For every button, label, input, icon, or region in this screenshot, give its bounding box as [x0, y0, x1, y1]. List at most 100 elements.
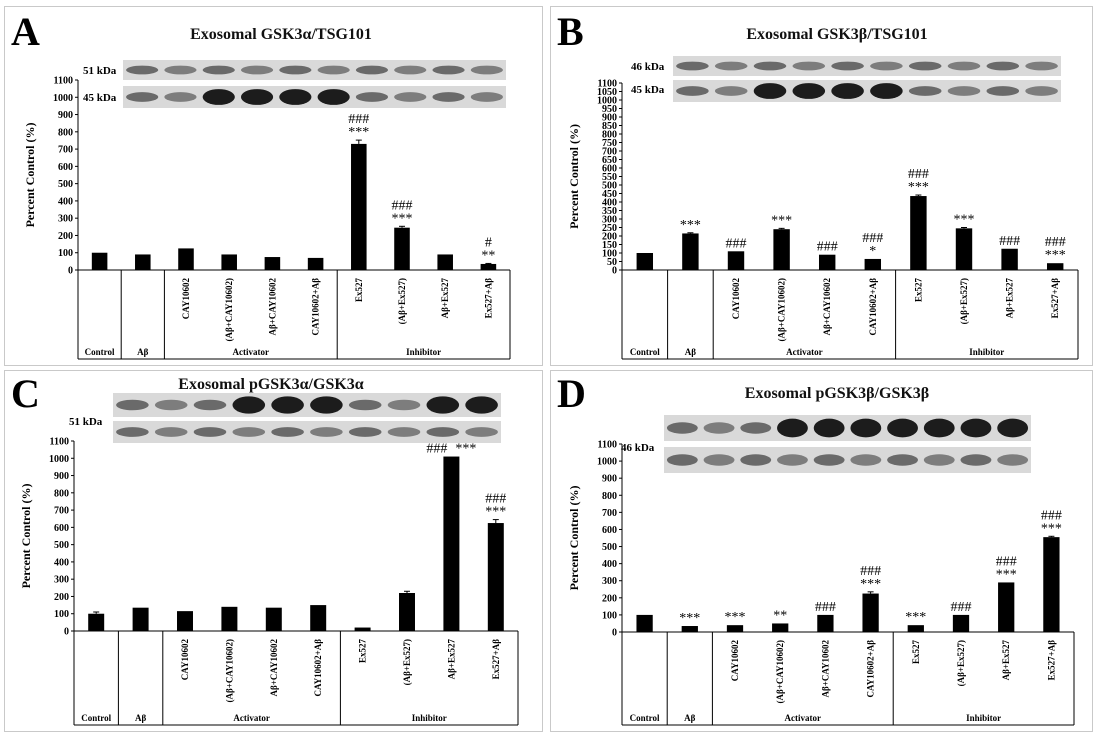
blot-band — [908, 86, 942, 96]
blot-band — [164, 65, 197, 75]
western-blot-strip — [113, 393, 501, 417]
bar — [907, 625, 924, 632]
significance-label: *** — [725, 610, 746, 625]
blot-band — [202, 65, 235, 75]
blot-band — [997, 418, 1029, 438]
chart-svg: C Exosomal pGSK3α/GSK3α 51 kDa 0 100 200 300 40… — [11, 371, 519, 726]
significance-label: ### — [862, 231, 883, 246]
significance-label: # — [485, 235, 492, 250]
category-label: Control — [85, 347, 115, 357]
y-tick-label: 500 — [54, 540, 69, 551]
bar — [480, 263, 497, 270]
chart-title: Exosomal GSK3α/TSG101 — [190, 26, 372, 43]
y-tick-label: 900 — [602, 474, 617, 485]
blot-band — [850, 454, 882, 466]
blot-band — [126, 65, 159, 75]
y-tick-label: 100 — [58, 248, 73, 259]
category-label: CAY10602 — [730, 640, 740, 682]
blot-band — [470, 92, 503, 102]
significance-label: ### — [726, 236, 747, 251]
blot-band — [947, 86, 981, 96]
blot-band — [666, 422, 698, 434]
category-label: Aβ+CAY10602 — [269, 639, 279, 697]
blot-band — [310, 427, 343, 437]
panel-b: B Exosomal GSK3β/TSG101 46 kDa 45 kDa 0 50 100… — [550, 6, 1093, 366]
y-tick-label: 1000 — [49, 454, 69, 465]
y-tick-label: 600 — [54, 523, 69, 534]
blot-band — [792, 61, 826, 71]
blot-background — [113, 421, 501, 443]
blot-band — [240, 89, 274, 105]
blot-band — [908, 61, 942, 71]
blot-band — [432, 65, 465, 75]
significance-label: ### — [951, 600, 972, 615]
blot-band — [703, 422, 735, 434]
category-label: (Aβ+CAY10602) — [224, 278, 234, 342]
significance-label: *** — [680, 218, 701, 233]
blot-band — [986, 86, 1020, 96]
y-tick-label: 200 — [602, 232, 617, 243]
bar — [817, 614, 834, 632]
category-label: CAY10602+Aβ — [313, 639, 323, 697]
y-tick-label: 100 — [602, 610, 617, 621]
category-label: (Aβ+CAY10602) — [775, 640, 785, 704]
significance-label: ### — [485, 492, 506, 507]
significance-label: *** — [996, 567, 1017, 582]
y-tick-label: 100 — [602, 249, 617, 260]
panel-d: D Exosomal pGSK3β/GSK3β 46 kDa 0 100 200 300 40… — [550, 370, 1093, 732]
bar — [727, 251, 745, 270]
blot-band — [164, 92, 197, 102]
blot-band — [997, 454, 1029, 466]
blot-band — [387, 399, 421, 411]
blot-band — [202, 89, 235, 105]
bar — [910, 196, 927, 270]
blot-band — [279, 65, 312, 75]
significance-label: ### — [815, 600, 836, 615]
y-tick-label: 0 — [68, 266, 73, 277]
blot-band — [317, 89, 350, 105]
bar — [265, 607, 282, 631]
significance-label: ### — [426, 442, 447, 457]
bar — [394, 227, 410, 270]
blot-band — [960, 454, 992, 466]
significance-label: ### — [860, 564, 881, 579]
blot-band — [470, 65, 503, 75]
blot-band — [676, 61, 709, 71]
y-tick-label: 0 — [64, 627, 69, 638]
category-label: Aβ+CAY10602 — [820, 640, 830, 698]
significance-label: *** — [348, 125, 369, 140]
y-tick-label: 500 — [602, 542, 617, 553]
blot-band — [271, 396, 304, 414]
significance-label: *** — [954, 213, 975, 228]
blot-band — [426, 427, 460, 437]
bar — [681, 626, 698, 632]
blot-band — [310, 396, 343, 414]
significance-label: *** — [485, 505, 506, 520]
y-tick-label: 700 — [54, 506, 69, 517]
y-tick-label: 300 — [58, 214, 73, 225]
y-tick-label: 1050 — [597, 87, 617, 98]
panel-a: A Exosomal GSK3α/TSG101 51 kDa 45 kDa 0 100 20… — [4, 6, 543, 366]
category-label: Aβ+Ex527 — [1001, 640, 1011, 681]
panel-letter: B — [557, 9, 584, 54]
category-label: CAY10602 — [181, 278, 191, 320]
significance-label: * — [869, 244, 876, 259]
category-label: Control — [630, 347, 660, 357]
category-label: CAY10602+Aβ — [868, 278, 878, 336]
group-label: Activator — [233, 347, 269, 357]
significance-label: *** — [679, 611, 700, 626]
y-tick-label: 400 — [602, 198, 617, 209]
y-tick-label: 450 — [602, 189, 617, 200]
blot-background — [673, 56, 1061, 76]
bar — [1046, 263, 1064, 270]
blot-band — [426, 396, 460, 414]
category-label: Aβ+Ex527 — [1005, 278, 1015, 319]
category-label: Aβ+CAY10602 — [267, 278, 277, 336]
significance-label: ### — [392, 198, 413, 213]
significance-label: *** — [392, 211, 413, 226]
blot-band — [714, 86, 748, 96]
blot-band — [792, 83, 826, 99]
y-tick-label: 950 — [602, 104, 617, 115]
blot-band — [753, 83, 787, 99]
bar — [682, 233, 699, 270]
